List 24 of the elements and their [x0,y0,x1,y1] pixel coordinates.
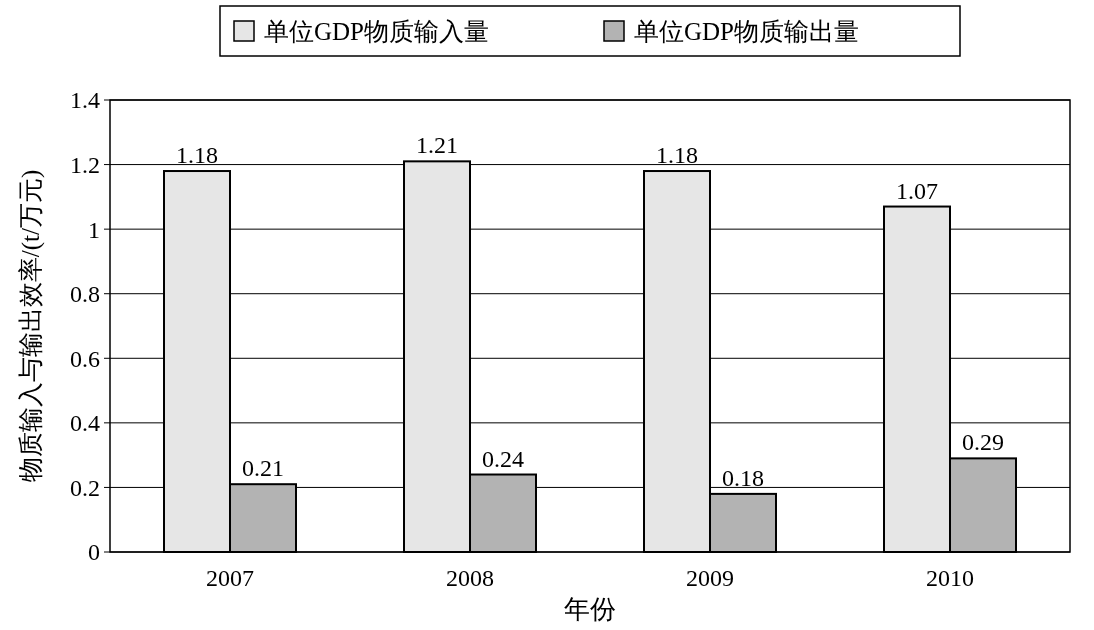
data-label: 0.21 [242,455,284,482]
y-tick-label: 0 [88,539,100,566]
x-tick-label: 2007 [206,565,254,591]
x-tick-label: 2010 [926,565,974,591]
y-tick-label: 0.6 [70,345,100,372]
data-label: 1.18 [176,142,218,169]
y-tick-label: 1 [88,216,100,243]
y-tick-label: 1.4 [70,87,100,114]
y-tick-label: 0.4 [70,410,100,437]
x-tick-label: 2009 [686,565,734,591]
legend-label: 单位GDP物质输入量 [264,17,490,45]
data-label: 0.24 [482,445,524,472]
data-label: 0.29 [962,429,1004,456]
y-tick-label: 1.2 [70,151,100,178]
data-label: 1.07 [896,177,938,204]
y-tick-label: 0.2 [70,474,100,501]
data-label: 1.21 [416,132,458,159]
data-label: 0.18 [722,464,764,491]
x-axis-title: 年份 [564,595,616,624]
legend-label: 单位GDP物质输出量 [634,17,860,45]
y-tick-label: 0.8 [70,281,100,308]
y-axis-title: 物质输入与输出效率/(t/万元) [16,169,45,483]
x-tick-label: 2008 [446,565,494,591]
data-label: 1.18 [656,142,698,169]
